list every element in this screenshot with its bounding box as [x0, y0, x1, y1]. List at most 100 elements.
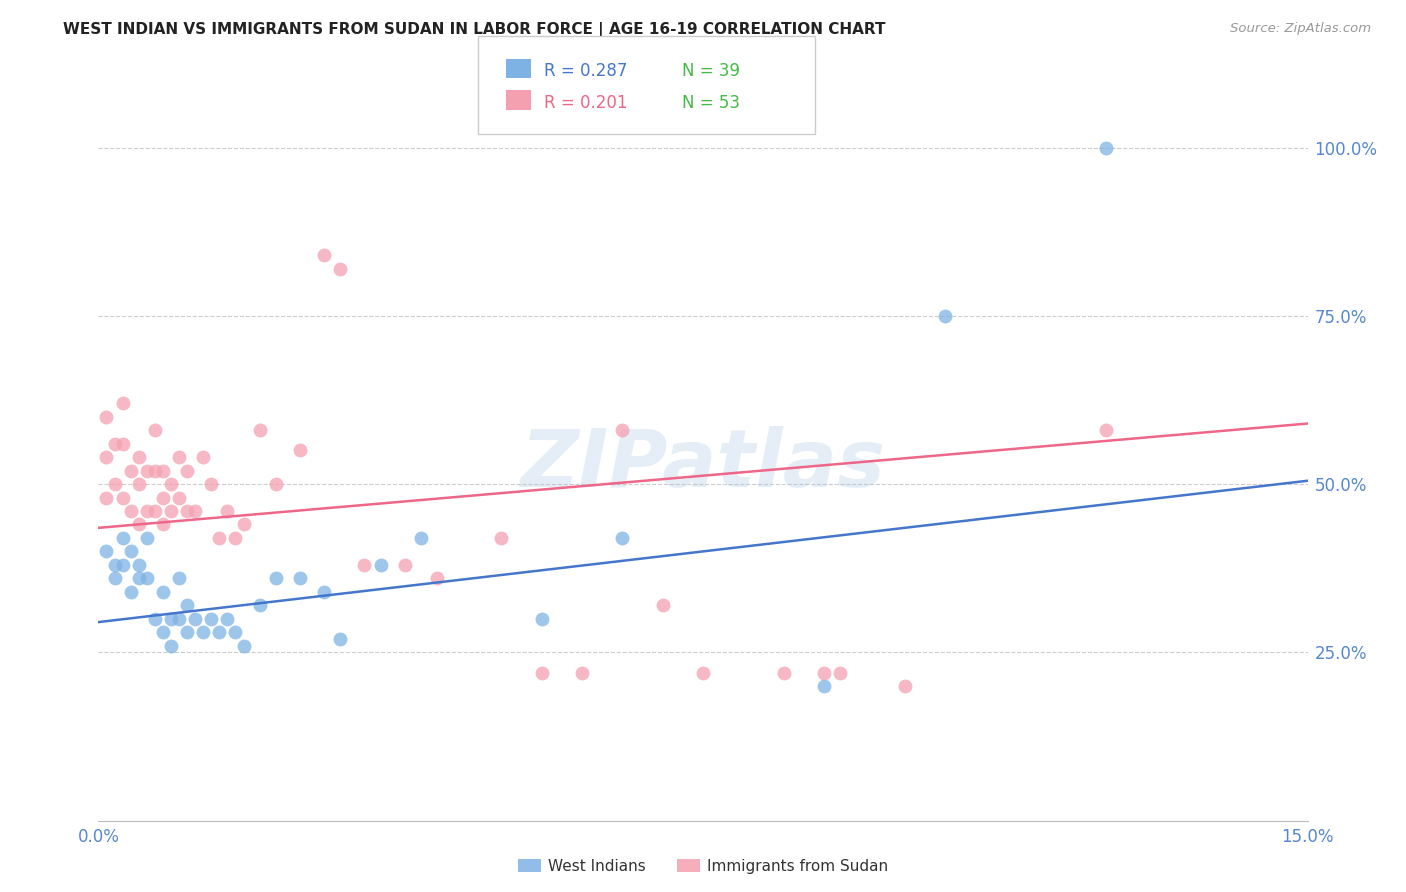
Point — [314, 248, 336, 262]
Point — [128, 450, 150, 465]
Point — [152, 584, 174, 599]
Point — [934, 309, 956, 323]
Point — [232, 517, 254, 532]
Point — [208, 531, 231, 545]
Point — [249, 599, 271, 613]
Point — [120, 504, 142, 518]
Point — [167, 571, 190, 585]
Point — [176, 464, 198, 478]
Point — [409, 531, 432, 545]
Point — [176, 504, 198, 518]
Point — [135, 571, 157, 585]
Point — [120, 544, 142, 558]
Point — [111, 436, 134, 450]
Point — [893, 679, 915, 693]
Point — [184, 504, 207, 518]
Point — [152, 491, 174, 505]
Point — [200, 477, 222, 491]
Point — [394, 558, 416, 572]
Point — [224, 625, 246, 640]
Point — [651, 599, 673, 613]
Point — [111, 396, 134, 410]
Point — [128, 571, 150, 585]
Point — [329, 261, 352, 276]
Point — [828, 665, 851, 680]
Legend: West Indians, Immigrants from Sudan: West Indians, Immigrants from Sudan — [512, 853, 894, 880]
Point — [426, 571, 449, 585]
Text: N = 53: N = 53 — [682, 94, 740, 112]
Point — [103, 558, 125, 572]
Point — [184, 612, 207, 626]
Point — [612, 531, 634, 545]
Point — [1095, 140, 1118, 154]
Point — [143, 423, 166, 437]
Point — [135, 464, 157, 478]
Point — [370, 558, 392, 572]
Point — [120, 464, 142, 478]
Point — [813, 679, 835, 693]
Point — [288, 571, 311, 585]
Point — [491, 531, 513, 545]
Point — [96, 450, 118, 465]
Point — [208, 625, 231, 640]
Point — [167, 450, 190, 465]
Point — [160, 612, 183, 626]
Point — [111, 531, 134, 545]
Point — [232, 639, 254, 653]
Point — [193, 625, 215, 640]
Point — [264, 477, 287, 491]
Point — [193, 450, 215, 465]
Point — [96, 544, 118, 558]
Point — [217, 612, 239, 626]
Point — [152, 464, 174, 478]
Point — [152, 517, 174, 532]
Point — [128, 477, 150, 491]
Text: Source: ZipAtlas.com: Source: ZipAtlas.com — [1230, 22, 1371, 36]
Point — [103, 571, 125, 585]
Point — [329, 632, 352, 646]
Point — [96, 491, 118, 505]
Text: N = 39: N = 39 — [682, 62, 740, 80]
Point — [160, 477, 183, 491]
Point — [314, 584, 336, 599]
Point — [571, 665, 593, 680]
Point — [167, 612, 190, 626]
Point — [264, 571, 287, 585]
Point — [176, 599, 198, 613]
Point — [111, 558, 134, 572]
Point — [143, 504, 166, 518]
Point — [249, 423, 271, 437]
Point — [128, 558, 150, 572]
Point — [103, 477, 125, 491]
Point — [530, 665, 553, 680]
Text: R = 0.201: R = 0.201 — [544, 94, 627, 112]
Point — [217, 504, 239, 518]
Point — [135, 531, 157, 545]
Point — [103, 436, 125, 450]
Point — [143, 612, 166, 626]
Point — [772, 665, 794, 680]
Point — [167, 491, 190, 505]
Point — [224, 531, 246, 545]
Point — [160, 504, 183, 518]
Point — [160, 639, 183, 653]
Point — [692, 665, 714, 680]
Point — [176, 625, 198, 640]
Point — [128, 517, 150, 532]
Point — [120, 584, 142, 599]
Point — [288, 443, 311, 458]
Point — [135, 504, 157, 518]
Point — [143, 464, 166, 478]
Text: R = 0.287: R = 0.287 — [544, 62, 627, 80]
Point — [353, 558, 375, 572]
Point — [1095, 423, 1118, 437]
Text: ZIPatlas: ZIPatlas — [520, 426, 886, 504]
Point — [612, 423, 634, 437]
Point — [111, 491, 134, 505]
Point — [96, 409, 118, 424]
Point — [813, 665, 835, 680]
Point — [200, 612, 222, 626]
Text: WEST INDIAN VS IMMIGRANTS FROM SUDAN IN LABOR FORCE | AGE 16-19 CORRELATION CHAR: WEST INDIAN VS IMMIGRANTS FROM SUDAN IN … — [63, 22, 886, 38]
Point — [530, 612, 553, 626]
Point — [152, 625, 174, 640]
